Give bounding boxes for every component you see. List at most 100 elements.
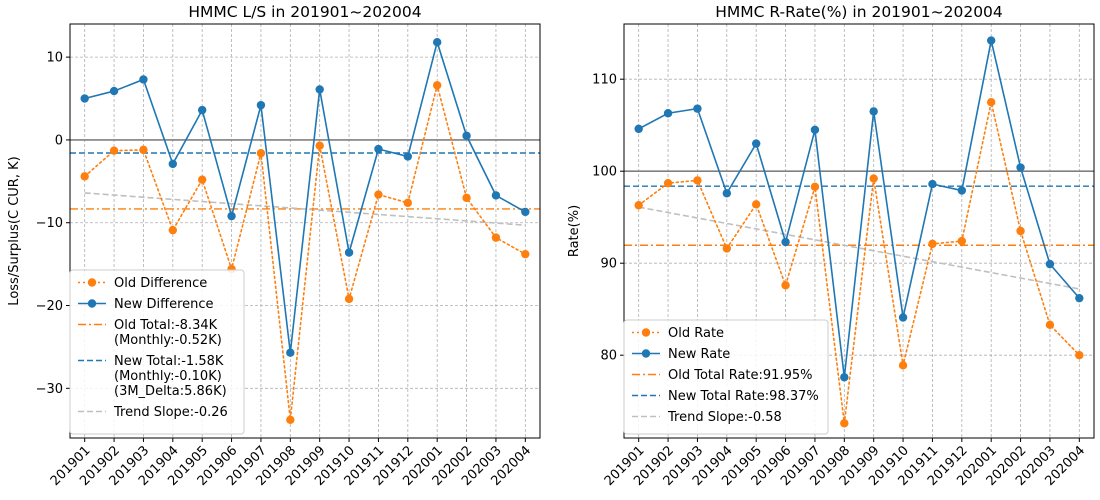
y-tick-label: −30: [36, 382, 63, 397]
y-tick-label: 90: [600, 257, 617, 272]
new-series-point: [315, 85, 324, 94]
chart-panel-1: −30−20−100102019012019022019032019042019…: [7, 3, 541, 489]
old-series-point: [751, 200, 761, 209]
old-series-point: [256, 148, 266, 158]
legend-box: [69, 269, 245, 435]
y-tick-label: −20: [36, 299, 63, 314]
new-series-point: [663, 109, 673, 118]
new-series-point: [139, 75, 148, 84]
legend-label: New Difference: [114, 297, 214, 312]
new-series-point: [810, 125, 820, 134]
old-series-point: [663, 178, 673, 188]
y-axis-label: Rate(%): [567, 205, 582, 257]
new-series-point: [986, 36, 996, 45]
y-tick-label: 10: [46, 51, 63, 66]
old-series-point: [521, 249, 530, 259]
old-series-point: [810, 182, 820, 192]
chart-title: HMMC L/S in 201901~202004: [188, 3, 421, 21]
legend-box: [623, 319, 829, 435]
old-series-point: [403, 198, 413, 208]
new-series-point: [521, 207, 530, 217]
new-series-point: [80, 94, 89, 103]
old-series-point: [168, 225, 178, 235]
chart-title: HMMC R-Rate(%) in 201901~202004: [715, 3, 1003, 21]
old-series-point: [80, 172, 89, 181]
old-series-point: [1045, 320, 1055, 330]
new-series-line: [637, 40, 1081, 378]
old-series-point: [986, 98, 996, 107]
new-series-point: [256, 100, 266, 110]
chart-panel-2: 8090100110201901201902201903201904201905…: [567, 3, 1095, 489]
y-tick-label: 80: [600, 349, 617, 364]
legend-label: Old Total Rate:91.95%: [668, 368, 812, 383]
legend-swatch-marker: [87, 299, 97, 308]
plot-frame: [623, 23, 1095, 439]
legend-label: (Monthly:-0.52K): [114, 333, 222, 348]
new-series-point: [693, 104, 702, 113]
old-series-point: [286, 415, 295, 424]
old-series-point: [374, 190, 383, 199]
new-series-point: [781, 237, 790, 247]
old-series-point: [957, 236, 967, 246]
new-series-point: [491, 191, 501, 200]
new-series-point: [1075, 293, 1084, 303]
old-series-point: [315, 141, 324, 150]
old-series-point: [462, 193, 471, 203]
legend-label: Old Difference: [114, 276, 207, 291]
old-series-point: [869, 174, 878, 183]
y-tick-label: 110: [592, 73, 617, 88]
new-series-point: [1016, 163, 1025, 172]
new-series-point: [168, 159, 178, 169]
legend-label: Old Rate: [668, 326, 724, 341]
new-series-point: [403, 152, 413, 161]
old-series-point: [344, 294, 354, 304]
legend-swatch-marker: [87, 278, 97, 287]
old-series-point: [139, 145, 148, 155]
old-series-point: [693, 176, 702, 185]
new-series-point: [227, 211, 236, 221]
old-series-point: [1075, 351, 1084, 360]
new-series-point: [634, 124, 643, 134]
old-series-point: [781, 281, 790, 290]
old-series-point: [491, 233, 501, 242]
new-series-point: [840, 373, 849, 382]
legend-label: Old Total:-8.34K: [114, 318, 218, 333]
new-series-point: [432, 38, 442, 47]
y-tick-label: 100: [592, 165, 617, 180]
new-series-point: [751, 139, 761, 148]
legend-label: New Rate: [668, 347, 730, 362]
old-series-point: [840, 419, 849, 428]
old-series-point: [197, 175, 207, 184]
new-series-point: [722, 189, 732, 198]
y-tick-label: 0: [55, 133, 63, 148]
old-series-point: [1016, 226, 1025, 236]
legend-label: New Total Rate:98.37%: [668, 389, 819, 404]
legend-label: Trend Slope:-0.58: [667, 410, 782, 425]
y-axis-label: Loss/Surplus(C CUR, K): [7, 156, 22, 305]
old-series-point: [898, 361, 908, 370]
old-series-point: [432, 81, 442, 90]
trend-line: [84, 192, 526, 227]
old-series-point: [109, 146, 119, 155]
legend-label: (3M_Delta:5.86K): [114, 384, 227, 399]
old-series-point: [928, 239, 937, 249]
trend-line: [638, 206, 1080, 290]
new-series-point: [462, 131, 471, 140]
new-series-point: [374, 144, 383, 154]
new-series-point: [869, 107, 878, 116]
legend-label: Trend Slope:-0.26: [113, 405, 228, 420]
legend-swatch-marker: [641, 328, 651, 337]
new-series-point: [928, 179, 937, 189]
legend: Old Difference New Difference Old Total:-8…: [69, 269, 245, 435]
plot-frame: [69, 23, 541, 439]
legend-label: (Monthly:-0.10K): [114, 369, 222, 384]
y-tick-label: −10: [36, 216, 63, 231]
legend-swatch-marker: [641, 349, 651, 358]
legend: Old Rate New Rate Old Total Rate:91.95% New…: [623, 319, 829, 435]
new-series-point: [197, 105, 207, 115]
new-series-point: [344, 248, 354, 257]
new-series-point: [898, 313, 908, 322]
old-series-line: [83, 85, 527, 420]
old-series-point: [722, 244, 732, 253]
